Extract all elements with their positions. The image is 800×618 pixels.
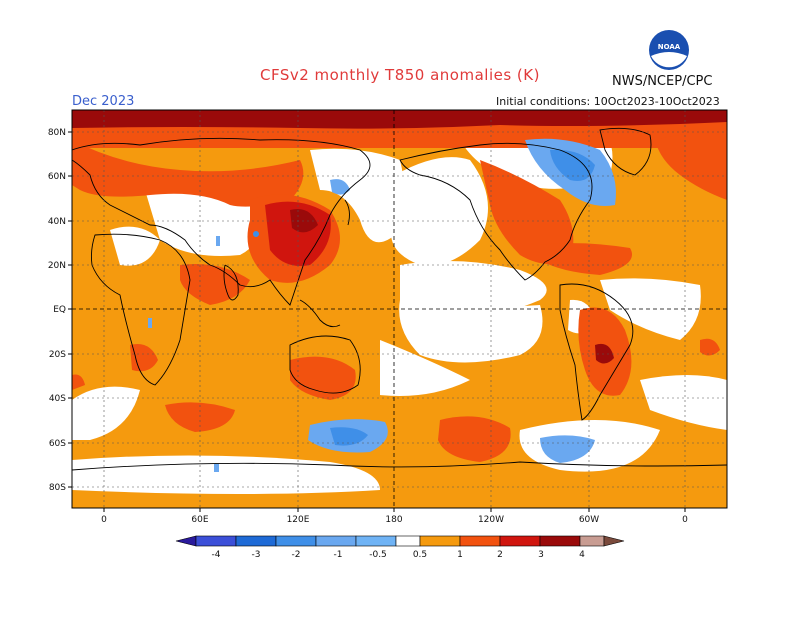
legend-label: 1 [457,550,463,560]
lon-label: 120E [287,515,310,525]
legend-label: -2 [292,550,301,560]
lat-label: 40N [48,217,66,227]
lat-label: EQ [53,305,66,315]
agency-label: NWS/NCEP/CPC [612,74,713,89]
lon-label: 60E [191,515,208,525]
legend-label: -1 [334,550,343,560]
noaa-logo-text: NOAA [658,43,681,51]
legend-label: -4 [212,550,221,560]
legend-label: -0.5 [369,550,387,560]
lat-label: 80S [49,483,66,493]
coastlines [72,127,727,471]
legend-label: 3 [538,550,544,560]
noaa-logo-icon: NOAA [649,30,689,70]
initial-conditions-label: Initial conditions: 10Oct2023-10Oct2023 [496,95,720,108]
legend-label: 2 [497,550,503,560]
lon-label: 0 [101,515,107,525]
lon-label: 120W [478,515,504,525]
legend-label: 0.5 [413,550,427,560]
lat-label: 80N [48,128,66,138]
map-title: CFSv2 monthly T850 anomalies (K) [260,66,540,84]
lon-axis: 0 60E 120E 180 120W 60W 0 [101,508,688,525]
lat-label: 20S [49,350,66,360]
lat-axis: 80N 60N 40N 20N EQ 20S 40S 60S 80S [48,128,72,493]
lon-label: 180 [385,515,402,525]
lat-label: 60S [49,439,66,449]
month-label: Dec 2023 [72,94,135,109]
lat-label: 40S [49,394,66,404]
lat-label: 60N [48,172,66,182]
lon-label: 0 [682,515,688,525]
lat-label: 20N [48,261,66,271]
legend-arrow-low [175,535,197,547]
legend-label: -3 [252,550,261,560]
legend-label: 4 [579,550,585,560]
color-legend: -4 -3 -2 -1 -0.5 0.5 1 2 3 4 [175,535,625,560]
lon-label: 60W [579,515,599,525]
legend-arrow-high [603,535,625,547]
anomaly-field [72,110,727,508]
graticule [72,110,727,508]
